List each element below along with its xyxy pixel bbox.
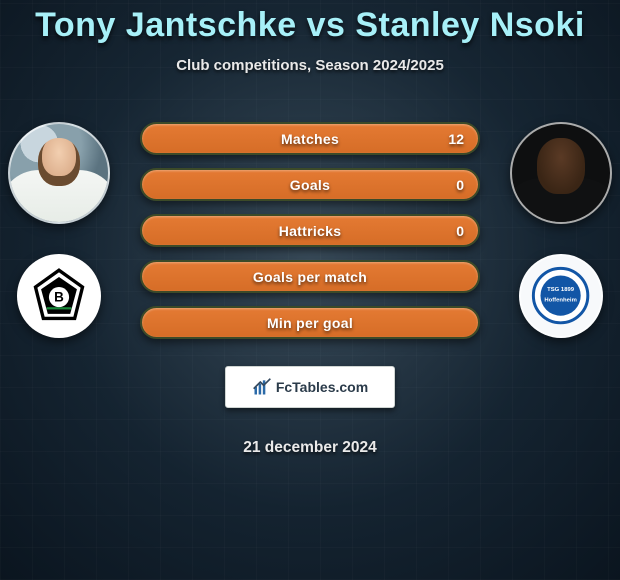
stat-label: Goals per match bbox=[253, 269, 367, 285]
stat-bar-matches: Matches 12 bbox=[140, 122, 480, 155]
club-right-badge: TSG 1899 Hoffenheim bbox=[519, 254, 603, 338]
hoffenheim-icon: TSG 1899 Hoffenheim bbox=[531, 266, 590, 325]
stat-value-right: 0 bbox=[456, 177, 464, 193]
stat-value-right: 12 bbox=[448, 131, 464, 147]
page-title: Tony Jantschke vs Stanley Nsoki bbox=[0, 0, 620, 45]
player-right-avatar bbox=[510, 122, 612, 224]
source-label: FcTables.com bbox=[276, 379, 368, 395]
svg-text:TSG 1899: TSG 1899 bbox=[548, 287, 576, 293]
source-logo[interactable]: FcTables.com bbox=[225, 366, 395, 408]
subtitle: Club competitions, Season 2024/2025 bbox=[0, 57, 620, 74]
stat-value-right: 0 bbox=[456, 223, 464, 239]
svg-text:B: B bbox=[54, 290, 64, 305]
stat-label: Hattricks bbox=[279, 223, 342, 239]
club-left-badge: B bbox=[17, 254, 101, 338]
chart-icon bbox=[252, 377, 272, 397]
stat-bar-goals: Goals 0 bbox=[140, 168, 480, 201]
left-column: B bbox=[8, 122, 110, 338]
gladbach-icon: B bbox=[31, 268, 87, 324]
stat-label: Matches bbox=[281, 131, 339, 147]
date-label: 21 december 2024 bbox=[140, 439, 480, 457]
player-left-avatar bbox=[8, 122, 110, 224]
right-column: TSG 1899 Hoffenheim bbox=[510, 122, 612, 338]
stat-label: Min per goal bbox=[267, 315, 353, 331]
stat-bars: Matches 12 Goals 0 Hattricks 0 Goals per… bbox=[140, 122, 480, 457]
stat-bar-min-per-goal: Min per goal bbox=[140, 306, 480, 339]
stat-bar-goals-per-match: Goals per match bbox=[140, 260, 480, 293]
stat-label: Goals bbox=[290, 177, 330, 193]
stat-bar-hattricks: Hattricks 0 bbox=[140, 214, 480, 247]
svg-text:Hoffenheim: Hoffenheim bbox=[545, 298, 577, 304]
